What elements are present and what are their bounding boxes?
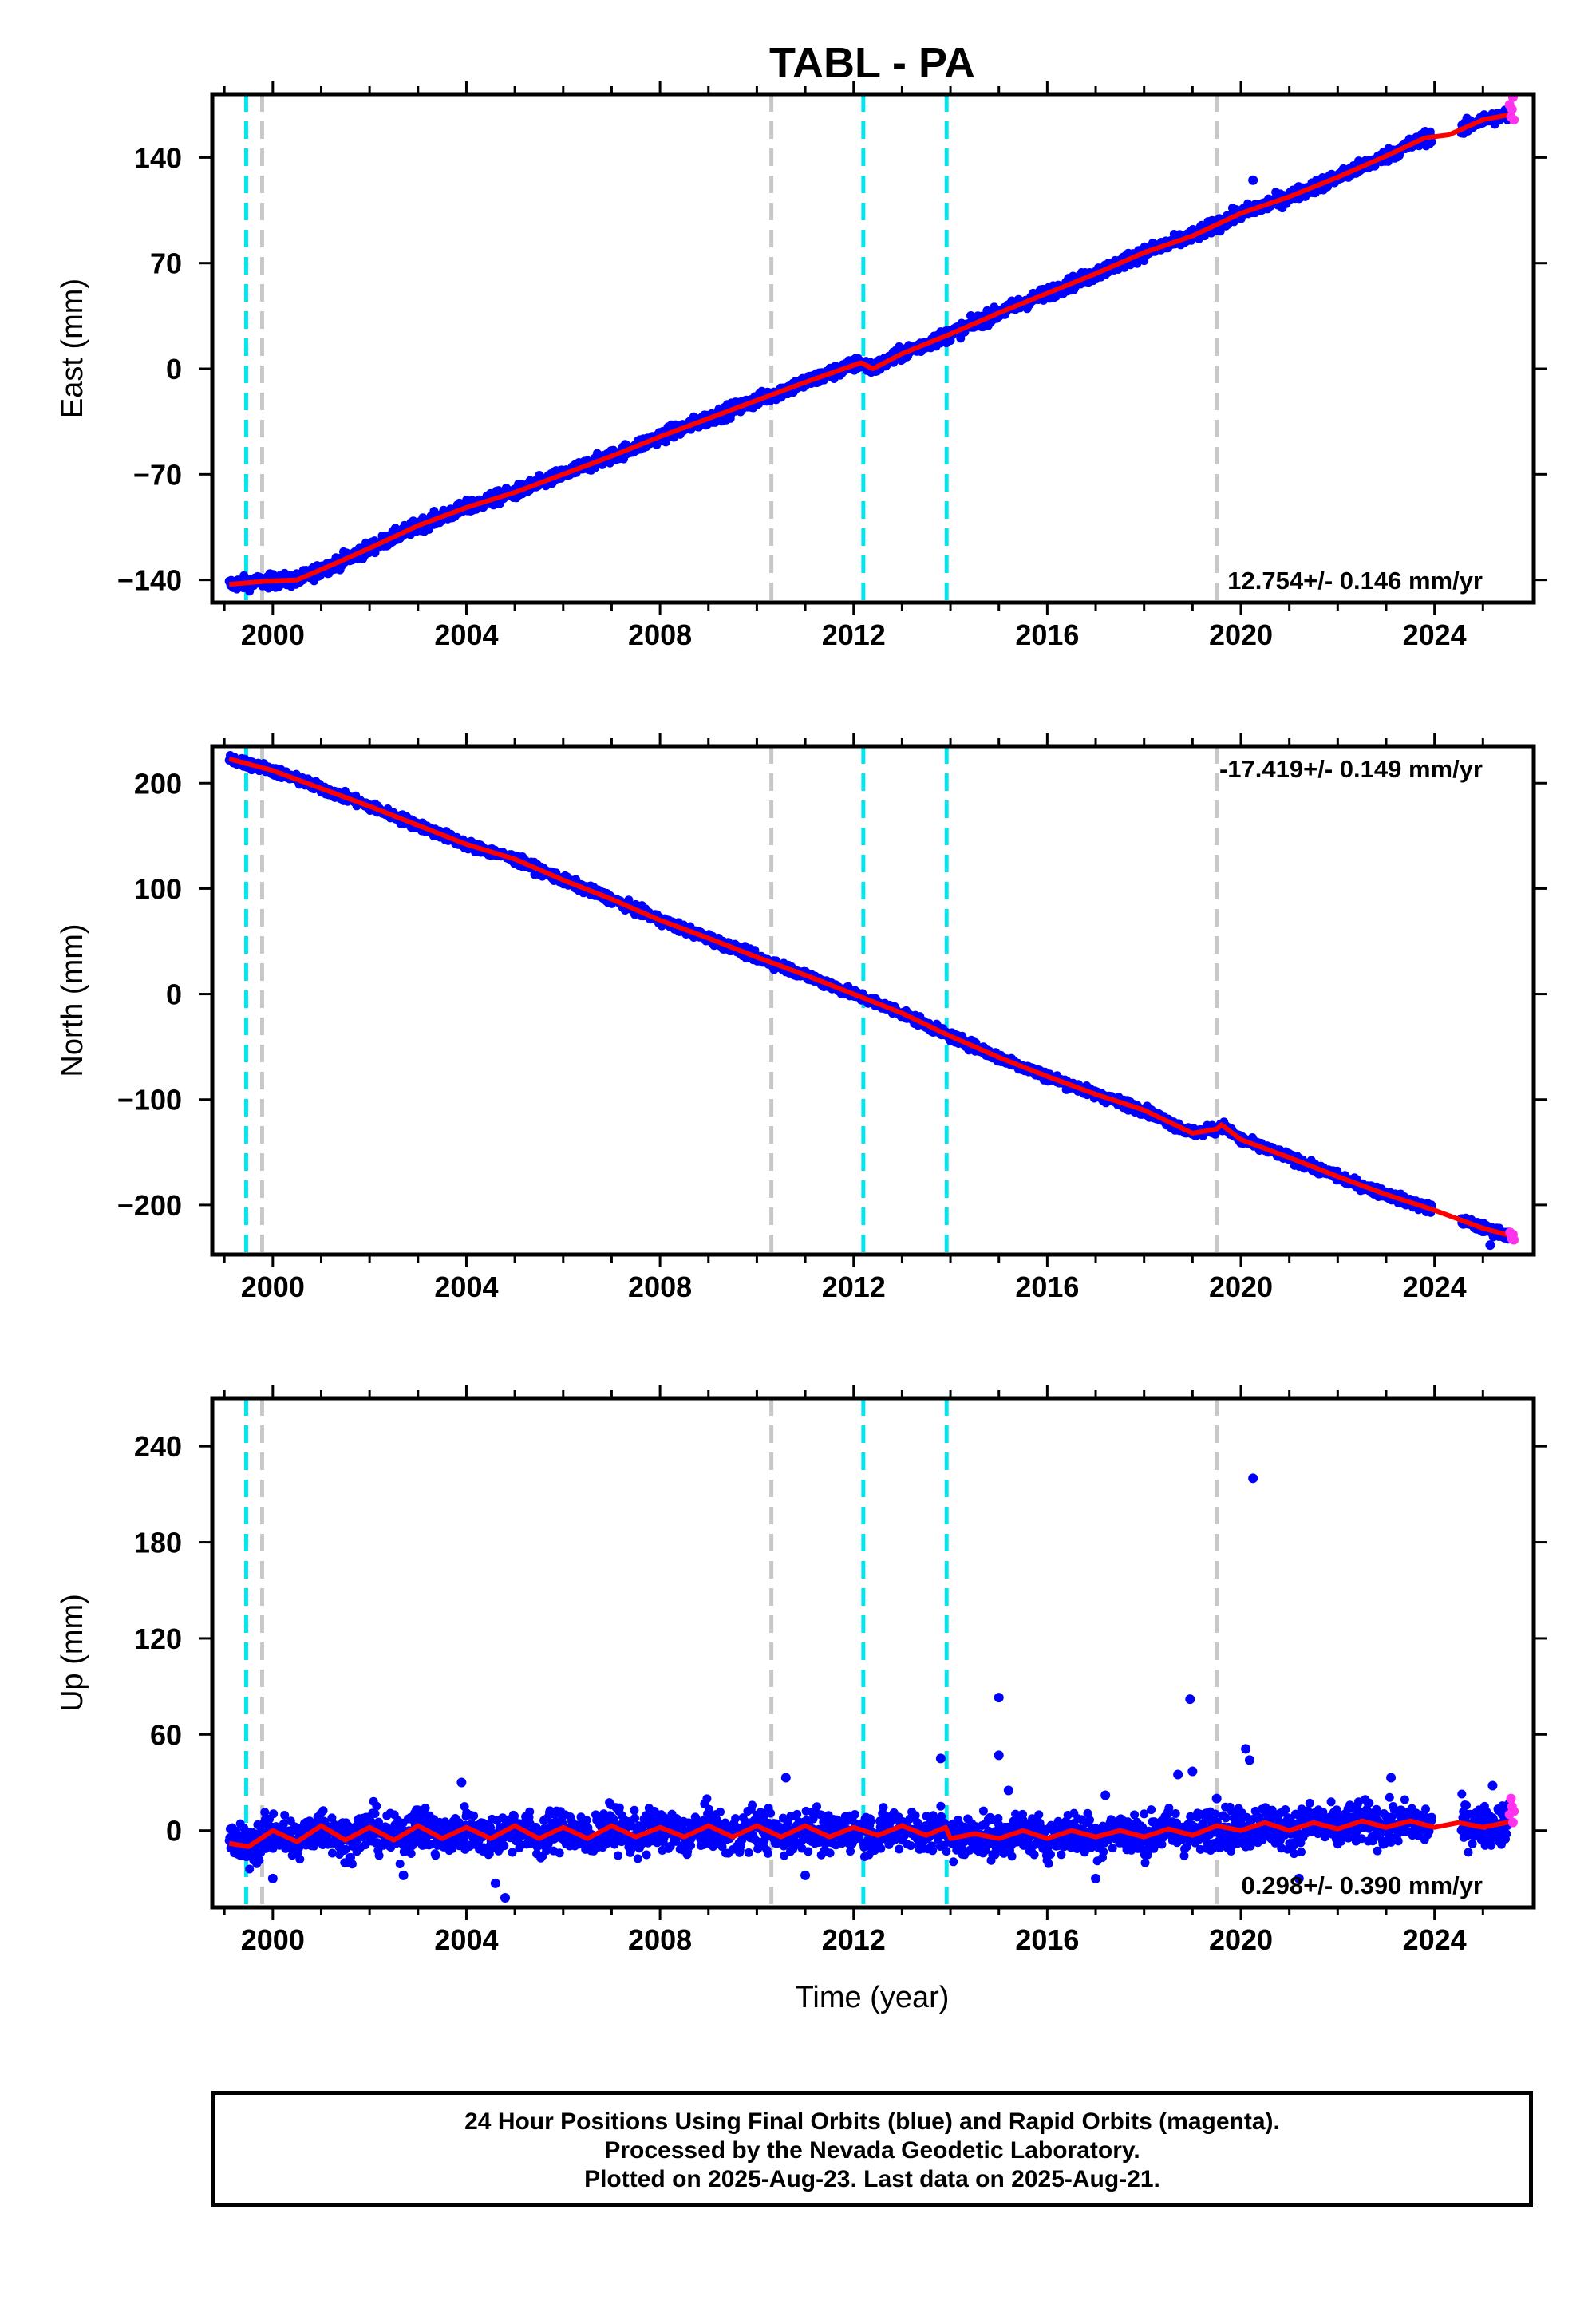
rapid-orbit-point (1507, 104, 1517, 114)
x-tick-label-east: 2020 (1209, 619, 1273, 651)
rate-label-east: 12.754+/- 0.146 mm/yr (1227, 567, 1483, 595)
x-tick-label-east: 2024 (1403, 619, 1467, 651)
plot-area-east (224, 94, 1519, 603)
x-tick-label-east: 2004 (434, 619, 498, 651)
y-tick-label-east: 70 (150, 247, 182, 280)
y-axis-label-east: East (mm) (56, 279, 89, 418)
y-tick-label-east: −140 (117, 564, 182, 597)
panel-east: 2000 2004 2008 2012 2016 2020 2024 −140 −70 0 70 14… (56, 81, 1547, 651)
panel-frame-east (210, 92, 1536, 605)
x-tick-label-east: 2012 (822, 619, 886, 651)
model-curve-east (228, 111, 1515, 587)
panel-north: 2000 2004 2008 2012 2016 2020 2024−200−1000100… (56, 733, 1547, 1303)
y-tick-label-east: 140 (134, 141, 182, 174)
panels-group: 2000 2004 2008 2012 2016 2020 2024 −140 −70 0 70 14… (56, 81, 1547, 1956)
final-orbit-points-east (224, 105, 1514, 596)
rapid-orbit-point (1509, 115, 1519, 125)
x-tick-label-east: 2016 (1015, 619, 1079, 651)
y-tick-label-east: −70 (133, 458, 182, 491)
y-tick-label-east: 0 (166, 353, 182, 385)
x-tick-label-east: 2008 (628, 619, 692, 651)
chart-title: TABL - PA (769, 39, 975, 87)
rapid-orbit-points-east (1504, 94, 1519, 125)
final-orbit-outlier-point (1248, 175, 1258, 185)
x-tick-label-east: 2000 (241, 619, 305, 651)
plot-area-north (224, 746, 1519, 1255)
